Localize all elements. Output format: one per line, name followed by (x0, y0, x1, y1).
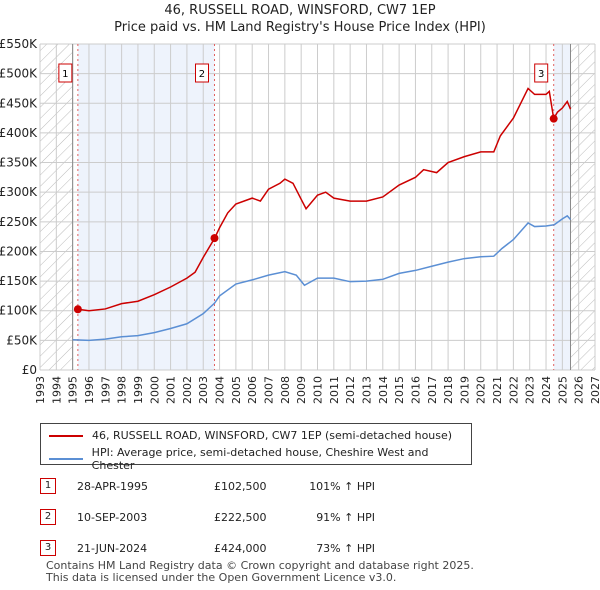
x-tick-label: 2003 (197, 376, 210, 404)
legend-swatch-blue (49, 458, 83, 460)
x-tick-label: 2011 (328, 376, 341, 404)
y-tick-label: £250K (0, 215, 38, 229)
series-line-hpi (72, 214, 572, 342)
series-line-price (77, 87, 572, 312)
x-tick-label: 2021 (491, 376, 504, 404)
x-tick-label: 2019 (458, 376, 471, 404)
x-tick-label: 2014 (377, 376, 390, 404)
y-tick-label: £300K (0, 185, 38, 199)
legend-swatch-red (49, 434, 83, 437)
x-tick-label: 2005 (230, 376, 243, 404)
x-tick-label: 2015 (393, 376, 406, 404)
x-tick-label: 2008 (279, 376, 292, 404)
sale-price: £222,500 (214, 511, 267, 524)
sale-price: £102,500 (214, 480, 267, 493)
x-tick-label: 2010 (312, 376, 325, 404)
y-tick-label: £50K (6, 333, 38, 347)
y-tick-label: £500K (0, 67, 38, 81)
y-tick-label: £150K (0, 274, 38, 288)
sale-date: 10-SEP-2003 (77, 511, 148, 524)
sale-date: 28-APR-1995 (77, 480, 149, 493)
x-tick-label: 2000 (148, 376, 161, 404)
x-tick-label: 2025 (556, 376, 569, 404)
x-tick-label: 2017 (426, 376, 439, 404)
y-tick-label: £400K (0, 126, 38, 140)
x-tick-label: 2018 (442, 376, 455, 404)
x-tick-label: 2026 (573, 376, 586, 404)
sale-date: 21-JUN-2024 (77, 542, 148, 555)
sale-marker-label: 2 (199, 69, 205, 80)
x-tick-label: 2024 (540, 376, 553, 404)
sale-marker-label: 3 (538, 69, 544, 80)
sale-marker-box (534, 63, 549, 83)
sale-marker-label: 1 (62, 69, 68, 80)
x-tick-label: 2022 (507, 376, 520, 404)
x-tick-label: 2006 (246, 376, 259, 404)
x-tick-label: 1993 (34, 376, 47, 404)
sale-hpi: 101% ↑ HPI (309, 480, 375, 493)
legend-label: 46, RUSSELL ROAD, WINSFORD, CW7 1EP (sem… (92, 429, 453, 442)
y-tick-label: £100K (0, 304, 38, 318)
x-tick-label: 2007 (263, 376, 276, 404)
sale-number: 1 (40, 478, 56, 494)
sale-point (210, 234, 219, 243)
sale-marker-box (194, 63, 209, 83)
x-tick-label: 1998 (116, 376, 129, 404)
legend-label: HPI: Average price, semi-detached house,… (91, 446, 429, 472)
legend: 46, RUSSELL ROAD, WINSFORD, CW7 1EP (sem… (40, 423, 472, 472)
sale-price: £424,000 (214, 542, 267, 555)
y-tick-label: £550K (0, 37, 38, 51)
x-tick-label: 1994 (50, 376, 63, 404)
chart-title: 46, RUSSELL ROAD, WINSFORD, CW7 1EP (164, 3, 436, 18)
sale-point (73, 305, 82, 314)
hatch-right (570, 44, 595, 370)
x-tick-label: 2002 (181, 376, 194, 404)
y-tick-label: £0 (22, 363, 37, 377)
x-tick-label: 1999 (132, 376, 145, 404)
chart-subtitle: Price paid vs. HM Land Registry's House … (114, 20, 486, 35)
x-tick-label: 1997 (99, 376, 112, 404)
sale-number: 2 (40, 509, 56, 525)
x-tick-label: 2023 (524, 376, 537, 404)
ownership-shade-1 (77, 44, 215, 370)
sale-number: 3 (40, 540, 56, 556)
x-tick-label: 2016 (409, 376, 422, 404)
x-tick-label: 2012 (344, 376, 357, 404)
x-tick-label: 2027 (589, 376, 600, 404)
x-tick-label: 1996 (83, 376, 96, 404)
y-tick-label: £450K (0, 96, 38, 110)
y-tick-label: £350K (0, 156, 38, 170)
sale-point (549, 114, 558, 123)
chart: 1993 1994 1995 1996 1997 1998 1999 2000 2001 2002… (0, 37, 600, 404)
footer-line: Contains HM Land Registry data © Crown c… (46, 559, 474, 572)
x-tick-label: 2013 (360, 376, 373, 404)
sale-marker-box (58, 63, 73, 83)
x-tick-label: 2020 (475, 376, 488, 404)
y-tick-label: £200K (0, 244, 38, 258)
x-tick-label: 2001 (165, 376, 178, 404)
sale-hpi: 73% ↑ HPI (316, 542, 375, 555)
sale-hpi: 91% ↑ HPI (316, 511, 375, 524)
x-tick-label: 1995 (67, 376, 80, 404)
footer-line: This data is licensed under the Open Gov… (46, 571, 397, 584)
x-tick-label: 2009 (295, 376, 308, 404)
x-tick-label: 2004 (214, 376, 227, 404)
